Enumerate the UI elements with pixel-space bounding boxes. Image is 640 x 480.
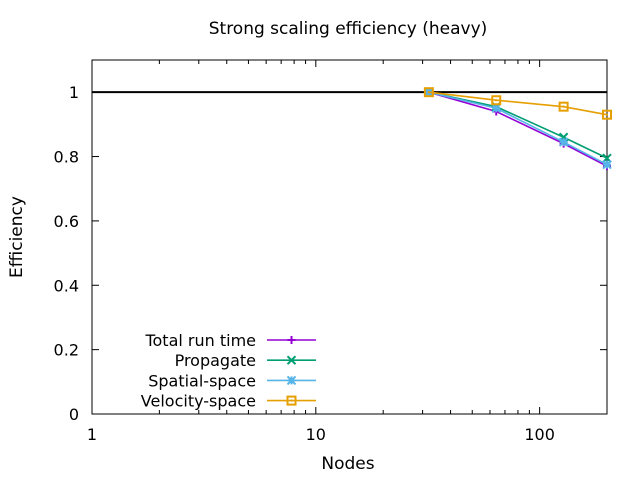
legend-marker bbox=[286, 375, 297, 386]
y-tick-label: 0.4 bbox=[54, 276, 79, 295]
y-tick-label: 0.6 bbox=[54, 212, 79, 231]
legend-label: Propagate bbox=[175, 351, 256, 370]
data-point bbox=[558, 101, 569, 112]
marker-stroke bbox=[286, 355, 297, 365]
series-spatial-space bbox=[424, 87, 612, 170]
legend-label: Total run time bbox=[144, 331, 256, 350]
x-tick-label: 1 bbox=[87, 425, 97, 444]
marker-center bbox=[427, 91, 430, 94]
data-point bbox=[491, 103, 501, 113]
legend-label: Velocity-space bbox=[141, 392, 256, 411]
chart-title: Strong scaling efficiency (heavy) bbox=[209, 19, 488, 39]
series-line bbox=[428, 91, 608, 166]
marker-stroke bbox=[602, 159, 612, 170]
data-point bbox=[491, 95, 502, 106]
legend-marker bbox=[286, 395, 297, 406]
series-velocity-space bbox=[423, 87, 612, 120]
series-line bbox=[428, 91, 608, 167]
y-tick-label: 1 bbox=[69, 83, 79, 102]
y-tick-label: 0.8 bbox=[54, 148, 79, 167]
marker-stroke bbox=[491, 103, 501, 113]
marker-center bbox=[495, 99, 498, 102]
marker-center bbox=[562, 105, 565, 108]
y-tick-label: 0 bbox=[69, 405, 79, 424]
legend-item-spatial-space: Spatial-space bbox=[148, 371, 316, 390]
marker-stroke bbox=[558, 137, 569, 147]
data-point bbox=[602, 159, 612, 170]
data-point bbox=[558, 137, 569, 147]
legend-item-propagate: Propagate bbox=[175, 351, 316, 370]
data-point bbox=[423, 87, 434, 98]
legend-marker bbox=[286, 355, 297, 365]
series-line bbox=[428, 91, 608, 116]
series-total-run-time bbox=[424, 88, 611, 171]
marker-stroke bbox=[423, 87, 434, 98]
axis-ticks: 0 0.2 0.4 0.6 0.8 1 1 10 100 bbox=[54, 60, 608, 444]
marker-center bbox=[290, 399, 293, 402]
legend-marker bbox=[287, 336, 296, 344]
marker-stroke bbox=[286, 375, 297, 386]
x-axis-label: Nodes bbox=[321, 454, 374, 474]
legend-item-velocity-space: Velocity-space bbox=[141, 392, 316, 411]
series-layer bbox=[423, 87, 612, 171]
y-tick-label: 0.2 bbox=[54, 341, 79, 360]
legend-label: Spatial-space bbox=[148, 371, 256, 390]
legend-item-total-run-time: Total run time bbox=[144, 331, 316, 350]
marker-stroke bbox=[558, 101, 569, 112]
marker-stroke bbox=[602, 109, 612, 120]
y-axis-label: Efficiency bbox=[7, 196, 27, 278]
marker-stroke bbox=[491, 95, 502, 106]
x-tick-label: 100 bbox=[524, 425, 555, 444]
marker-center bbox=[606, 113, 608, 116]
marker-stroke bbox=[286, 395, 297, 406]
data-point bbox=[602, 109, 612, 120]
x-tick-label: 10 bbox=[306, 425, 326, 444]
plot-frame bbox=[91, 59, 608, 415]
